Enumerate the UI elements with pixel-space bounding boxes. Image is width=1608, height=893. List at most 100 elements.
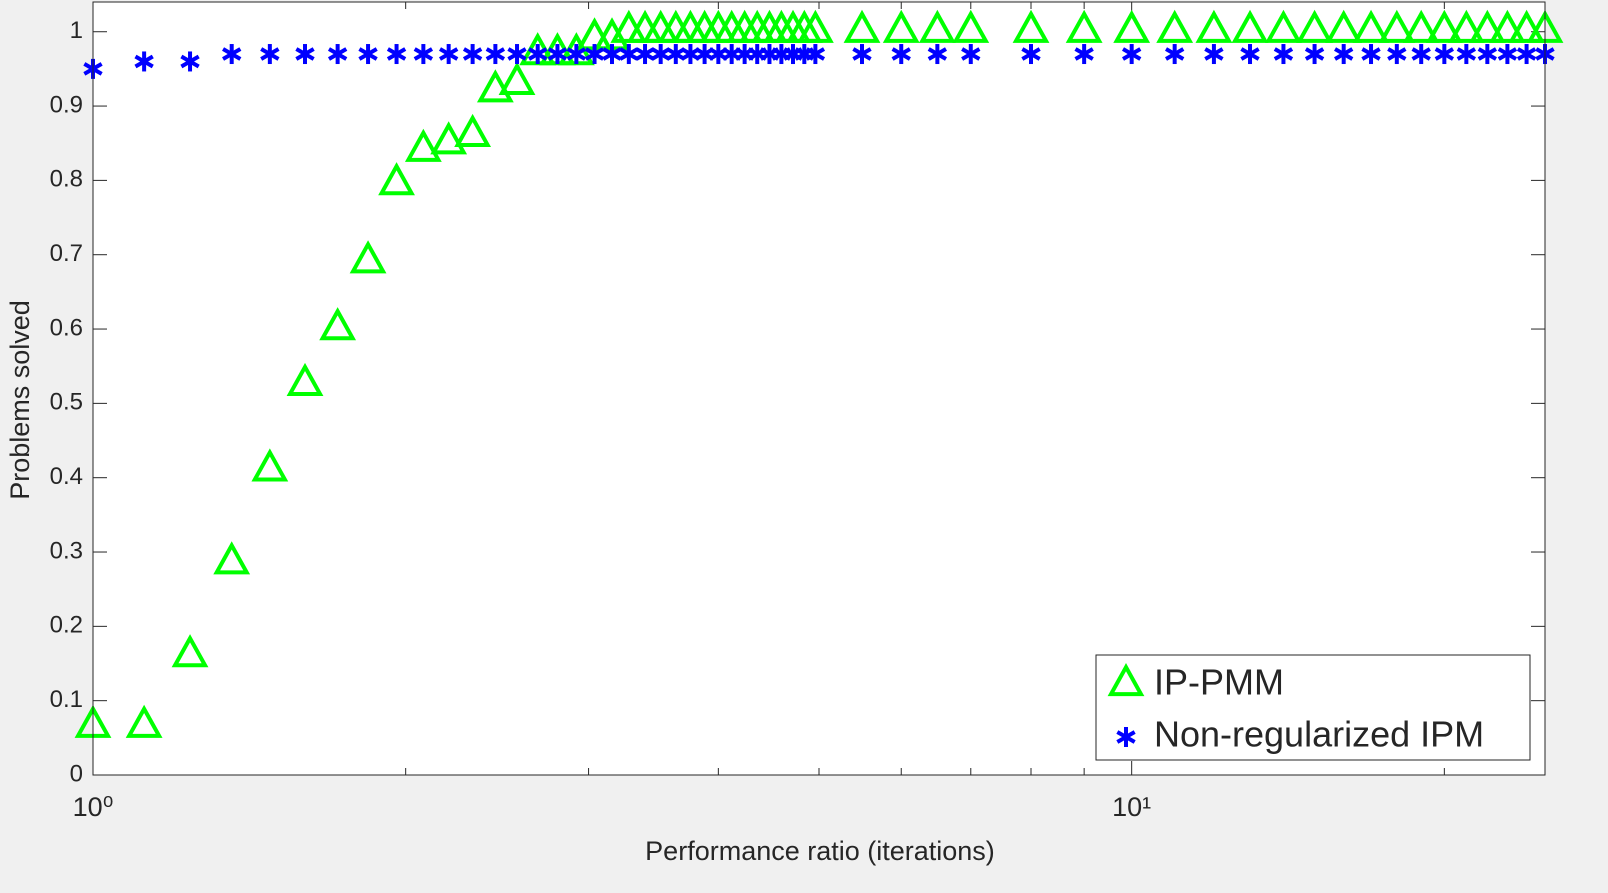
asterisk-stroke (439, 47, 459, 61)
triangle-shape (1065, 9, 1103, 43)
asterisk-marker (961, 44, 981, 65)
asterisk-stroke (584, 47, 605, 61)
asterisk-marker (927, 44, 948, 65)
asterisk-stroke (852, 47, 872, 61)
asterisk-marker (619, 44, 639, 65)
axes-frame (92, 1, 1546, 776)
triangle-marker (349, 240, 387, 274)
asterisk-stroke (1334, 47, 1354, 61)
asterisk-marker (1122, 44, 1142, 65)
triangle-shape (404, 128, 442, 162)
triangle-marker (476, 69, 514, 103)
triangle-marker (319, 307, 357, 341)
triangle-shape (286, 362, 324, 396)
asterisk-stroke (805, 47, 826, 61)
triangle-shape (1425, 9, 1463, 43)
triangle-marker (404, 128, 442, 162)
asterisk-marker (584, 44, 605, 65)
asterisk-marker (1304, 44, 1325, 65)
asterisk-stroke (222, 47, 242, 61)
asterisk-stroke (260, 47, 280, 61)
triangle-shape (1296, 9, 1333, 43)
asterisk-stroke (927, 47, 948, 61)
asterisk-stroke (1516, 47, 1537, 61)
triangle-shape (882, 9, 920, 43)
y-tick-label: 0.7 (50, 240, 83, 267)
asterisk-marker (1116, 727, 1136, 747)
asterisk-stroke (1116, 730, 1136, 744)
asterisk-stroke (619, 47, 639, 61)
asterisk-marker (1361, 44, 1381, 65)
triangle-shape (1378, 9, 1416, 43)
asterisk-stroke (327, 47, 348, 61)
triangle-shape (1402, 9, 1440, 43)
triangle-marker (498, 61, 536, 95)
asterisk-marker (1240, 44, 1260, 65)
triangle-shape (171, 634, 209, 668)
asterisk-stroke (413, 47, 434, 61)
asterisk-stroke (1122, 47, 1142, 61)
asterisk-marker (805, 44, 826, 65)
asterisk-stroke (180, 54, 200, 69)
triangle-marker (952, 9, 990, 43)
triangle-shape (349, 240, 387, 274)
asterisk-stroke (891, 47, 911, 61)
triangle-marker (796, 9, 834, 43)
asterisk-stroke (1304, 47, 1325, 61)
y-tick-label: 0.2 (50, 612, 83, 639)
asterisk-marker (635, 44, 655, 65)
triangle-marker (1325, 9, 1363, 43)
triangle-marker (1488, 9, 1526, 43)
asterisk-marker (485, 44, 506, 65)
triangle-marker (125, 704, 163, 738)
triangle-marker (843, 9, 881, 43)
triangle-marker (1113, 9, 1151, 43)
y-tick-label: 0.8 (50, 166, 83, 193)
asterisk-stroke (635, 47, 655, 61)
triangle-marker (251, 448, 289, 482)
x-tick-label: 10¹ (1112, 792, 1151, 822)
triangle-marker (1107, 663, 1145, 697)
asterisk-marker (1165, 44, 1185, 65)
asterisk-marker (1516, 44, 1537, 65)
asterisk-marker (134, 51, 154, 72)
triangle-marker (1012, 9, 1050, 43)
triangle-shape (843, 9, 881, 43)
y-axis-label: Problems solved (5, 300, 35, 500)
triangle-marker (1425, 9, 1463, 43)
triangle-shape (796, 9, 834, 43)
asterisk-marker (1497, 44, 1518, 65)
y-tick-label: 1 (70, 17, 83, 44)
asterisk-stroke (1477, 47, 1497, 61)
y-tick-label: 0.6 (50, 314, 83, 341)
asterisk-marker (1411, 44, 1431, 65)
triangle-shape (1488, 9, 1526, 43)
asterisk-stroke (1361, 47, 1381, 61)
triangle-shape (430, 121, 468, 155)
asterisk-marker (1387, 44, 1407, 65)
asterisk-stroke (602, 47, 622, 61)
triangle-marker (1265, 9, 1302, 43)
asterisk-stroke (566, 47, 587, 61)
asterisk-marker (260, 44, 280, 65)
triangle-shape (1447, 9, 1485, 43)
triangle-shape (1231, 9, 1269, 43)
triangle-shape (1107, 663, 1145, 697)
triangle-shape (952, 9, 990, 43)
asterisk-marker (891, 44, 911, 65)
triangle-shape (1265, 9, 1302, 43)
triangle-shape (319, 307, 357, 341)
triangle-shape (1325, 9, 1363, 43)
asterisk-marker (1434, 44, 1455, 65)
triangle-shape (1468, 9, 1506, 43)
triangle-shape (498, 61, 536, 95)
triangle-marker (454, 113, 492, 147)
triangle-shape (378, 162, 415, 196)
asterisk-marker (1273, 44, 1294, 65)
asterisk-stroke (358, 47, 378, 61)
asterisk-stroke (547, 47, 568, 61)
asterisk-stroke (1204, 47, 1224, 61)
asterisk-marker (462, 44, 483, 65)
